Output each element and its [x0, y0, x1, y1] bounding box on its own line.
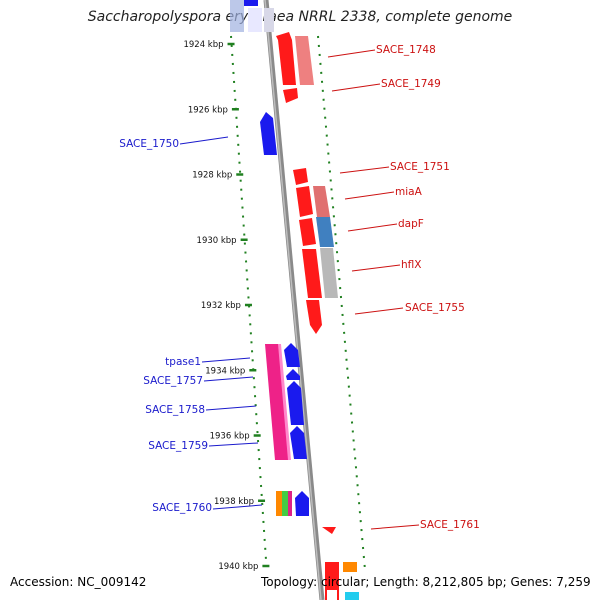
leader-SACE_1755	[354, 307, 404, 315]
gene-dapF[interactable]	[299, 218, 316, 246]
label-SACE_1749[interactable]: SACE_1749	[381, 78, 441, 90]
cog-SACE_1760-pink	[288, 491, 292, 516]
leader-SACE_1751	[339, 166, 390, 174]
reverse-gene-labels: SACE_1750 tpase1 SACE_1757 SACE_1758 SAC…	[119, 138, 212, 514]
leader-lines	[179, 49, 420, 530]
cog-tpase1-highlight	[278, 344, 291, 460]
label-dapF[interactable]: dapF	[398, 218, 424, 230]
label-SACE_1761[interactable]: SACE_1761	[420, 519, 480, 531]
gene-SACE_1757[interactable]	[286, 369, 300, 380]
label-tpase1[interactable]: tpase1	[165, 356, 201, 368]
cog-tpase1	[265, 344, 289, 460]
gene-partial-white	[248, 8, 262, 32]
cog-SACE_1760-orange	[276, 491, 282, 516]
scale-tick-label: 1924 kbp	[183, 40, 223, 50]
label-SACE_1748[interactable]: SACE_1748	[376, 44, 436, 56]
label-SACE_1755[interactable]: SACE_1755	[405, 302, 465, 314]
gene-partial-bottom-white	[327, 590, 337, 600]
leader-dapF	[347, 223, 398, 232]
reverse-genes	[260, 112, 309, 516]
track-boundary-forward-outer	[317, 35, 366, 571]
forward-genes	[276, 32, 359, 600]
scale-tick-label: 1940 kbp	[218, 562, 258, 572]
gene-partial-light	[230, 0, 244, 32]
cog-SACE_1760-green	[282, 491, 288, 516]
cog-dapF	[316, 217, 334, 247]
leader-tpase1	[201, 357, 251, 363]
leader-SACE_1761	[370, 524, 420, 530]
label-SACE_1757[interactable]: SACE_1757	[143, 375, 203, 387]
gene-SACE_1758[interactable]	[287, 381, 304, 425]
scale-tick-label: 1936 kbp	[210, 432, 250, 442]
top-partial-genes	[230, 0, 274, 32]
gene-hflX[interactable]	[302, 249, 322, 298]
gene-tpase1[interactable]	[284, 343, 300, 367]
leader-hflX	[351, 264, 401, 272]
gene-SACE_1751[interactable]	[293, 168, 308, 185]
leader-SACE_1750	[179, 136, 229, 145]
leader-SACE_1748	[327, 49, 376, 58]
gene-partial-bottom-orange	[343, 562, 357, 572]
gene-partial-bottom-cyan	[345, 592, 359, 600]
gene-SACE_1749[interactable]	[283, 88, 298, 103]
gene-SACE_1748-arrowhead	[276, 32, 292, 40]
leader-SACE_1759	[208, 442, 259, 447]
accession-text: Accession: NC_009142	[10, 575, 147, 589]
track-boundary-reverse-inner	[230, 35, 267, 561]
leader-SACE_1758	[205, 405, 257, 411]
genome-backbone	[263, 0, 325, 600]
gene-SACE_1748[interactable]	[278, 40, 296, 85]
scale-tick-label: 1934 kbp	[205, 366, 245, 376]
label-miaA[interactable]: miaA	[395, 186, 423, 198]
scale-tick-label: 1930 kbp	[197, 236, 237, 246]
leader-SACE_1757	[203, 376, 254, 382]
leader-SACE_1760	[212, 504, 263, 510]
scale-tick-label: 1932 kbp	[201, 301, 241, 311]
genome-backbone-highlight	[264, 0, 322, 600]
track-boundaries	[230, 35, 366, 571]
label-SACE_1758[interactable]: SACE_1758	[145, 404, 205, 416]
scale-ticks: 1924 kbp 1926 kbp 1928 kbp 1930 kbp 1932 kbp…	[183, 40, 270, 572]
cog-hflX	[320, 248, 338, 298]
scale-tick-label: 1928 kbp	[192, 171, 232, 181]
gene-SACE_1760[interactable]	[295, 491, 309, 516]
cog-SACE_1748	[295, 36, 314, 85]
label-SACE_1759[interactable]: SACE_1759	[148, 440, 208, 452]
scale-tick-label: 1926 kbp	[188, 105, 228, 115]
leader-miaA	[344, 191, 395, 200]
label-SACE_1751[interactable]: SACE_1751	[390, 161, 450, 173]
gene-SACE_1761[interactable]	[322, 527, 336, 534]
leader-SACE_1749	[331, 83, 381, 92]
gene-partial-blue	[244, 0, 258, 6]
gene-SACE_1750[interactable]	[260, 112, 277, 155]
gene-partial-gray	[264, 8, 274, 32]
gene-miaA[interactable]	[296, 186, 313, 217]
topology-text: Topology: circular; Length: 8,212,805 bp…	[261, 575, 591, 589]
gene-SACE_1759[interactable]	[290, 426, 307, 459]
gene-SACE_1755[interactable]	[306, 300, 322, 334]
forward-gene-labels: SACE_1748 SACE_1749 SACE_1751 miaA dapF …	[376, 44, 480, 531]
label-SACE_1760[interactable]: SACE_1760	[152, 502, 212, 514]
label-SACE_1750[interactable]: SACE_1750	[119, 138, 179, 150]
cog-miaA	[313, 186, 330, 217]
scale-tick-label: 1938 kbp	[214, 497, 254, 507]
map-title: Saccharopolyspora erythraea NRRL 2338, c…	[87, 9, 513, 25]
label-hflX[interactable]: hflX	[401, 259, 421, 271]
